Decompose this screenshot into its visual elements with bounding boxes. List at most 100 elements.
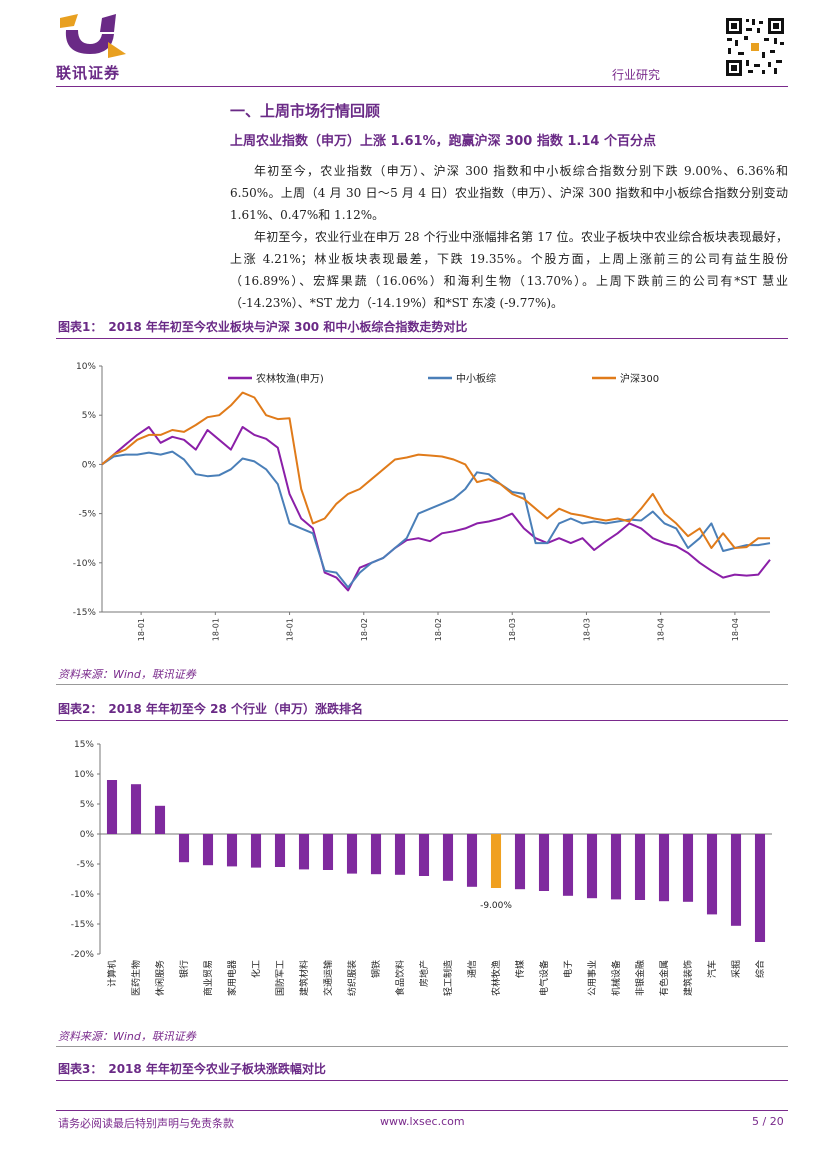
category-label: 计算机 [106, 960, 118, 987]
bar [610, 834, 622, 900]
bar [706, 834, 718, 915]
y-tick-label: 10% [74, 770, 94, 780]
category-label: 建筑材料 [298, 960, 310, 996]
x-tick-label: 18-01 [286, 618, 295, 641]
data-label: -9.00% [480, 901, 512, 911]
bar [514, 834, 526, 890]
bar-chart: 15% 10% 5% 0% -5% -10% -15% -20% 计算机 医药生物 休闲服务 银行 商业… [71, 740, 772, 996]
x-tick-label: 18-04 [657, 618, 666, 641]
y-tick-label: 0% [80, 830, 95, 840]
logo-icon [60, 14, 126, 58]
category-label: 休闲服务 [154, 960, 166, 996]
bar [370, 834, 382, 875]
category-label: 房地产 [418, 960, 430, 987]
bar [466, 834, 478, 887]
bar [274, 834, 286, 867]
footer-disclaimer: 请务必阅读最后特别声明与免责条款 [58, 1117, 234, 1130]
figure2-source: 资料来源：Wind，联讯证券 [58, 1030, 196, 1043]
figure1-rule [56, 338, 788, 339]
y-tick-label: 5% [80, 800, 95, 810]
x-tick-label: 18-04 [731, 618, 740, 641]
legend-label-0: 农林牧渔(申万) [256, 372, 324, 385]
x-tick-label: 18-03 [508, 618, 517, 641]
y-tick-label: -10% [71, 890, 95, 900]
bar [394, 834, 406, 875]
y-tick-label: 0% [82, 460, 97, 470]
y-tick-label: 15% [74, 740, 94, 750]
bar [634, 834, 646, 900]
category-label: 公用事业 [586, 960, 598, 996]
category-label: 医药生物 [130, 960, 142, 996]
paragraph-2: 年初至今，农业行业在申万 28 个行业中涨幅排名第 17 位。农业子板块中农业综… [230, 230, 788, 310]
bar [298, 834, 310, 870]
bar [226, 834, 238, 867]
footer-page-number: 5 / 20 [752, 1115, 784, 1128]
header-rule [56, 86, 788, 87]
series-line-2 [101, 391, 770, 549]
bar [178, 834, 190, 863]
category-label: 建筑装饰 [682, 960, 694, 996]
bar [490, 834, 502, 888]
y-tick-label: 5% [82, 411, 97, 421]
section-title: 一、上周市场行情回顾 [230, 102, 381, 120]
x-tick-label: 18-02 [360, 618, 369, 641]
category-label: 商业贸易 [202, 960, 214, 996]
y-tick-label: -5% [78, 510, 96, 520]
x-tick-label: 18-01 [211, 618, 220, 641]
bar [250, 834, 262, 868]
logo-text: 联讯证券 [56, 64, 121, 82]
category-label: 轻工制造 [442, 960, 454, 996]
bar [346, 834, 358, 874]
figure1-title: 图表1： 2018 年年初至今农业板块与沪深 300 和中小板综合指数走势对比 [58, 320, 468, 334]
paragraph-1: 年初至今，农业指数（申万）、沪深 300 指数和中小板综合指数分别下跌 9.00… [230, 164, 788, 222]
y-tick-label: -10% [73, 559, 97, 569]
category-label: 化工 [250, 960, 262, 978]
category-label: 通信 [466, 960, 478, 978]
category-label: 国防军工 [274, 960, 286, 996]
bar [562, 834, 574, 896]
figure1-source: 资料来源：Wind，联讯证券 [58, 668, 196, 681]
category-label: 交通运输 [322, 960, 334, 996]
figure2-rule [56, 720, 788, 721]
category-label: 综合 [754, 960, 766, 978]
y-tick-label: -15% [73, 608, 97, 618]
category-label: 钢铁 [370, 960, 382, 978]
bar [682, 834, 694, 902]
qr-code-icon [724, 16, 786, 78]
legend-label-1: 中小板综 [456, 372, 496, 385]
x-tick-label: 18-03 [582, 618, 591, 641]
series-line-0 [101, 426, 771, 592]
x-tick-label: 18-02 [434, 618, 443, 641]
section-tag: 行业研究 [612, 68, 661, 82]
y-tick-label: -20% [71, 950, 95, 960]
x-tick-label: 18-01 [137, 618, 146, 641]
category-label: 农林牧渔 [490, 960, 502, 996]
figure3-title: 图表3： 2018 年年初至今农业子板块涨跌幅对比 [58, 1062, 326, 1076]
footer-rule [56, 1110, 788, 1111]
category-label: 非银金融 [634, 960, 646, 996]
series-line-1 [101, 450, 771, 589]
bar [154, 805, 166, 834]
category-label: 食品饮料 [394, 960, 406, 996]
y-tick-label: -15% [71, 920, 95, 930]
category-label: 银行 [178, 960, 190, 978]
y-tick-label: 10% [76, 362, 96, 372]
bar [658, 834, 670, 902]
category-label: 家用电器 [226, 960, 238, 996]
figure3-rule [56, 1080, 788, 1081]
bar [538, 834, 550, 891]
section-subtitle: 上周农业指数（申万）上涨 1.61%，跑赢沪深 300 指数 1.14 个百分点 [230, 134, 656, 149]
figure2-source-rule [56, 1046, 788, 1047]
figure1-source-rule [56, 684, 788, 685]
bar [322, 834, 334, 870]
line-chart: 10% 5% 0% -5% -10% -15% 18-01 18-01 18-01 18-02 18… [73, 362, 771, 641]
qr-code [724, 16, 786, 78]
category-label: 电子 [562, 960, 574, 978]
category-label: 汽车 [706, 960, 718, 978]
footer-website[interactable]: www.lxsec.com [380, 1115, 465, 1128]
logo: 联讯证券 [56, 12, 136, 82]
bar [418, 834, 430, 876]
bar [130, 784, 142, 834]
category-label: 电气设备 [538, 960, 550, 996]
bar [730, 834, 742, 926]
